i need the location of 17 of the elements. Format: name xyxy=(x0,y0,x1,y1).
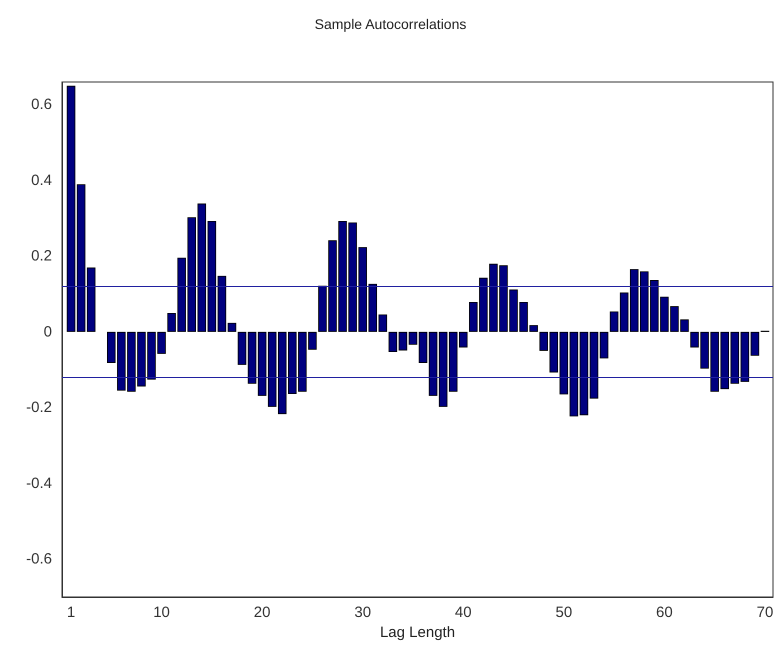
y-tick-label: 0 xyxy=(44,323,52,340)
y-tick-label: 0.4 xyxy=(31,172,52,189)
y-tick-label: -0.6 xyxy=(26,550,52,568)
x-tick-label: 50 xyxy=(555,604,572,621)
y-tick-label: -0.4 xyxy=(26,474,52,492)
x-tick-label: 60 xyxy=(656,604,673,621)
x-tick-label: 40 xyxy=(454,604,472,621)
y-tick-label: 0.6 xyxy=(31,96,52,114)
x-tick-label: 20 xyxy=(254,604,270,621)
y-tick-label: -0.2 xyxy=(26,399,52,416)
x-tick-label: 10 xyxy=(153,604,170,621)
x-tick-label: 1 xyxy=(66,604,76,621)
x-axis-title: Lag Length xyxy=(380,624,456,641)
x-tick-label: 70 xyxy=(756,604,774,621)
chart-title: Sample Autocorrelations xyxy=(314,16,466,32)
x-tick-label: 30 xyxy=(354,604,372,621)
y-tick-label: 0.2 xyxy=(31,248,52,265)
